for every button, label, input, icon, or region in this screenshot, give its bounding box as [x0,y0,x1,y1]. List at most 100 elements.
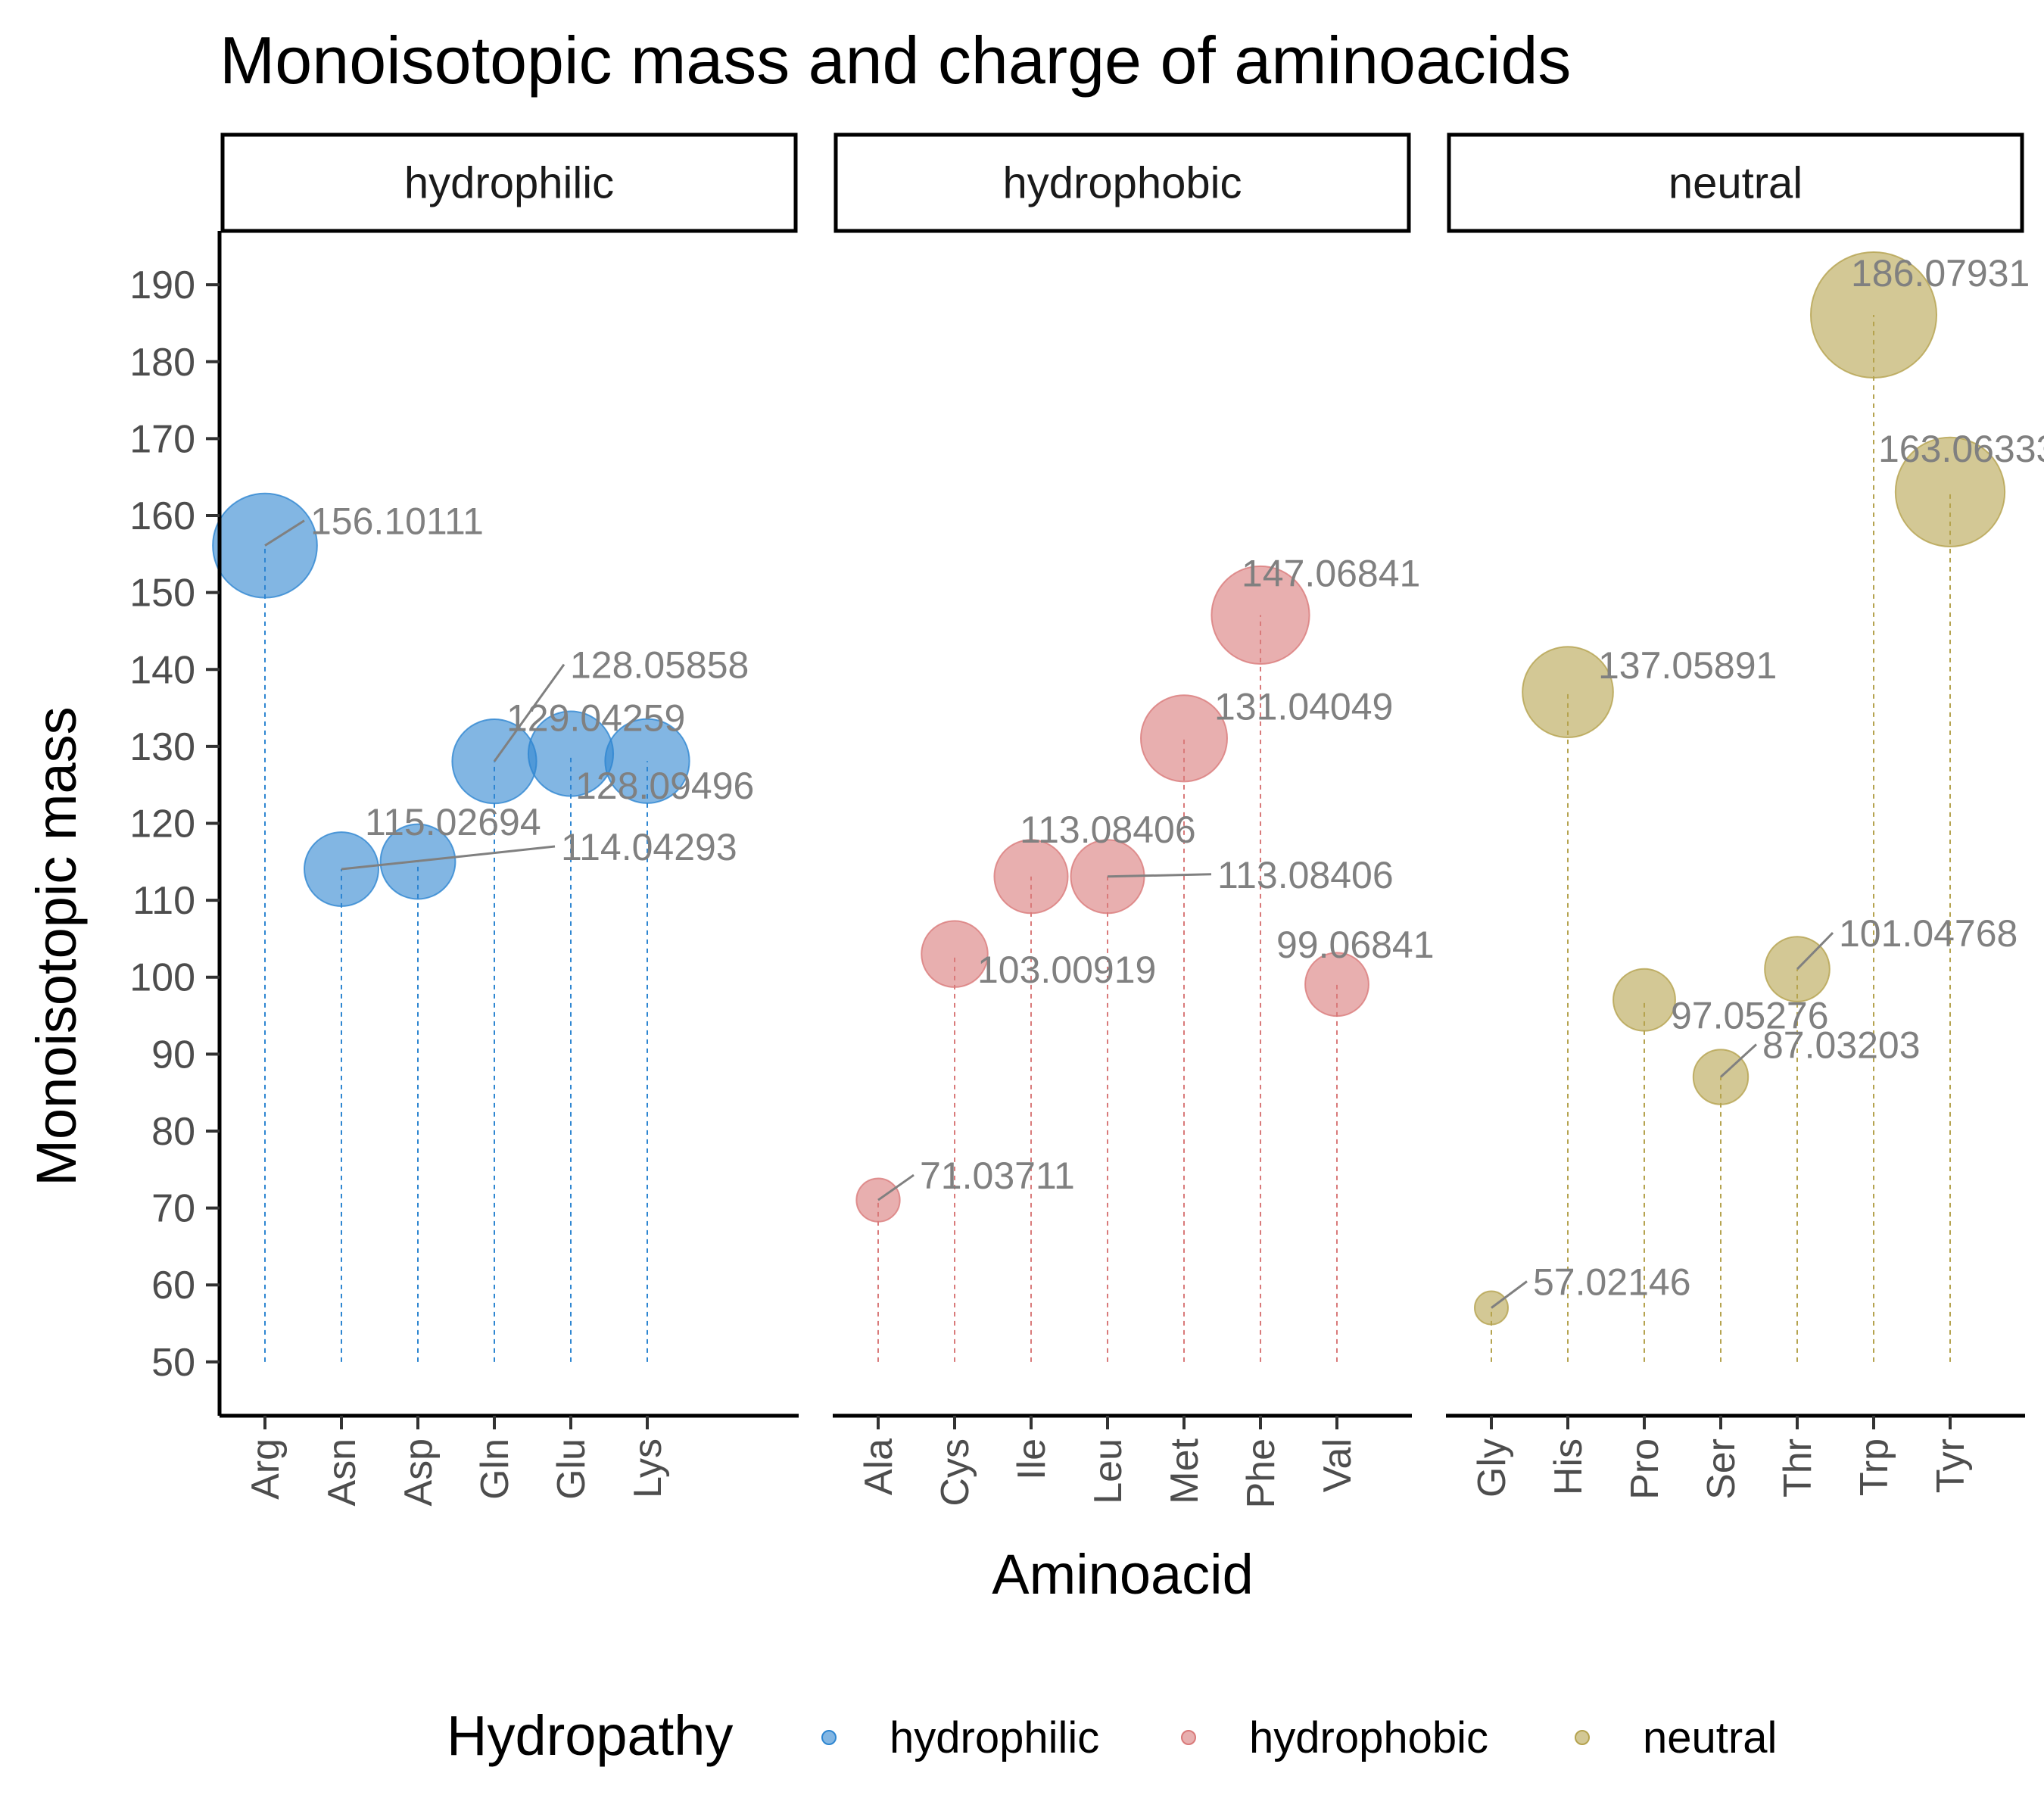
legend-label-neutral: neutral [1643,1713,1777,1762]
point-label-Thr: 101.04768 [1839,912,2018,955]
y-tick-label-70: 70 [151,1187,195,1231]
point-label-Arg: 156.10111 [310,500,484,543]
chart-panels: hydrophilic Arg Asn Asp Gln Glu Lys 156.10111 11… [212,132,2044,1509]
point-label-Gln: 128.05858 [570,644,749,687]
points-neutral [1473,251,2006,1362]
x-tick-label-Tyr: Tyr [1929,1438,1973,1493]
legend-key-hydrophobic [1181,1730,1196,1745]
y-tick-label-50: 50 [151,1341,195,1385]
y-tick-label-90: 90 [151,1033,195,1077]
point-label-Ser: 87.03203 [1762,1024,1921,1067]
point-Lys [604,718,690,804]
point-Ile [993,839,1069,915]
point-label-Tyr: 163.06333 [1878,428,2044,470]
label-segment-Ser [1719,1043,1758,1078]
point-label-Phe: 147.06841 [1242,552,1420,594]
point-Val [1304,952,1369,1018]
point-label-Trp: 186.07931 [1851,252,2030,295]
label-segment-Arg [264,519,305,547]
strip-box-hydrophilic [220,132,798,233]
legend-title: Hydropathy [447,1704,733,1767]
y-tick-label-180: 180 [129,341,195,385]
labels-hydrophobic: 71.03711 103.00919 113.08406 113.08406 131.0… [877,552,1435,1201]
legend-key-hydrophilic [821,1730,837,1745]
y-tick-label-190: 190 [129,263,195,307]
x-tick-label-Glu: Glu [550,1438,594,1500]
x-tick-label-Asp: Asp [397,1438,441,1507]
chart-title: Monoisotopic mass and charge of aminoaci… [220,23,1571,98]
y-tick-label-100: 100 [129,956,195,1000]
label-segment-Gln [493,663,566,762]
point-label-Asp: 115.02694 [365,801,541,843]
y-tick-label-110: 110 [132,879,195,923]
x-tick-label-Lys: Lys [626,1438,670,1498]
strip-box-neutral [1447,132,2024,233]
point-label-Gly: 57.02146 [1533,1261,1691,1304]
point-label-Leu: 113.08406 [1217,854,1394,896]
y-tick-label-150: 150 [129,572,195,616]
point-Trp [1809,251,1938,379]
point-label-Ile: 113.08406 [1020,809,1196,851]
legend-key-neutral [1575,1730,1590,1745]
x-tick-label-Thr: Thr [1776,1438,1820,1498]
strip-label-hydrophobic: hydrophobic [1003,159,1242,208]
point-label-Met: 131.04049 [1214,685,1393,728]
x-tick-label-Cys: Cys [933,1438,977,1507]
legend-label-hydrophobic: hydrophobic [1249,1713,1488,1762]
point-label-Ala: 71.03711 [920,1155,1075,1197]
point-label-Pro: 97.05276 [1671,995,1829,1037]
points-hydrophilic [212,492,690,1362]
x-tick-label-Val: Val [1316,1438,1360,1492]
y-tick-label-60: 60 [151,1264,195,1307]
x-tick-label-Gly: Gly [1470,1438,1514,1498]
point-label-Glu: 129.04259 [506,697,685,740]
label-segment-Leu [1107,873,1212,878]
y-tick-label-160: 160 [129,494,195,538]
strip-box-hydrophobic [833,132,1411,233]
y-tick-label-120: 120 [129,803,195,846]
point-Cys [921,920,989,988]
y-tick-label-130: 130 [129,725,195,769]
point-label-Val: 99.06841 [1276,924,1435,966]
strip-label-neutral: neutral [1669,159,1803,208]
label-segment-Thr [1796,932,1834,971]
panel-hydrophilic: hydrophilic Arg Asn Asp Gln Glu Lys 156.10111 11… [212,132,799,1507]
x-tick-label-Trp: Trp [1852,1438,1896,1496]
x-tick-label-Leu: Leu [1086,1438,1130,1504]
x-tick-label-Pro: Pro [1623,1438,1667,1500]
x-tick-label-Ile: Ile [1010,1438,1054,1480]
point-label-Cys: 103.00919 [977,949,1156,991]
point-Met [1139,694,1229,783]
label-segment-Ala [877,1173,915,1201]
y-axis-title: Monoisotopic mass [25,706,88,1186]
points-hydrophobic [855,565,1369,1362]
x-tick-label-Ala: Ala [857,1438,901,1495]
point-label-Asn: 114.04293 [561,826,737,868]
legend-label-hydrophilic: hydrophilic [890,1713,1099,1762]
panel-hydrophobic: hydrophobic Ala Cys Ile Leu Met Phe Val 71.03711… [833,132,1435,1509]
y-tick-label-80: 80 [151,1110,195,1154]
x-axis-title: Aminoacid [992,1543,1254,1606]
x-tick-label-Ser: Ser [1700,1438,1743,1500]
point-His [1522,646,1614,738]
point-label-Lys: 128.09496 [575,765,754,807]
x-tick-label-His: His [1547,1438,1591,1495]
x-tick-label-Phe: Phe [1239,1438,1283,1509]
point-Phe [1211,565,1310,665]
strip-label-hydrophilic: hydrophilic [404,159,614,208]
legend: Hydropathy hydrophilic hydrophobic neutral [447,1704,1777,1767]
labels-hydrophilic: 156.10111 114.04293 115.02694 128.05858 129.… [264,500,754,871]
x-tick-label-Gln: Gln [473,1438,517,1500]
x-tick-label-Arg: Arg [244,1438,288,1500]
y-tick-label-170: 170 [129,417,195,461]
point-Tyr [1894,436,2006,548]
label-segment-Gly [1491,1280,1528,1309]
y-axis: 50 60 70 80 90 100 110 120 130 140 150 160 170 180 190 [129,231,222,1416]
x-tick-label-Asn: Asn [320,1438,364,1507]
label-segment-Asn [341,845,556,871]
y-tick-label-140: 140 [129,648,195,692]
point-label-His: 137.05891 [1598,644,1777,687]
panel-neutral: neutral Gly His Pro Ser Thr Trp Tyr 57.02146 137.… [1446,132,2044,1500]
